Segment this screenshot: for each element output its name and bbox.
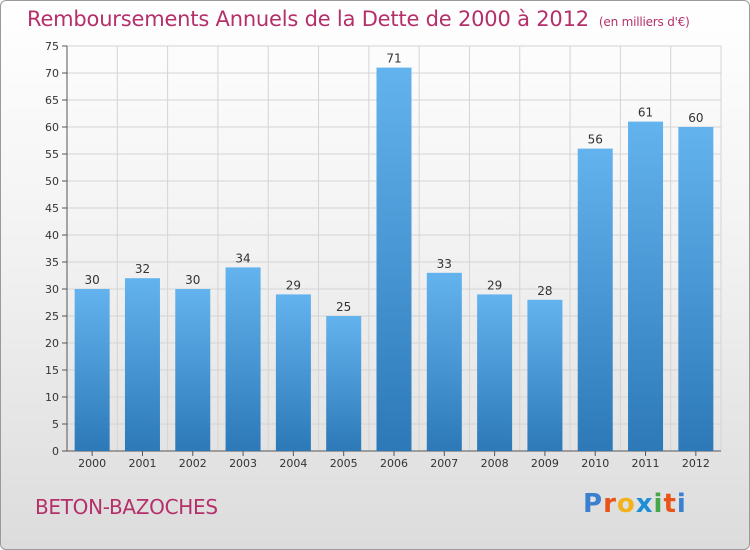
title-unit: (en milliers d'€): [598, 15, 690, 29]
logo-letter: x: [635, 489, 654, 519]
bar: [426, 272, 462, 451]
logo-letter: i: [676, 489, 687, 519]
x-tick-label: 2008: [481, 457, 509, 470]
y-tick-label: 55: [45, 148, 59, 161]
x-tick-label: 2010: [581, 457, 609, 470]
data-label: 60: [688, 111, 703, 125]
y-tick-label: 65: [45, 94, 59, 107]
y-tick-label: 35: [45, 256, 59, 269]
y-tick-label: 20: [45, 337, 59, 350]
bar: [326, 316, 362, 451]
y-tick-label: 25: [45, 310, 59, 323]
bar: [577, 148, 613, 451]
x-tick-label: 2007: [430, 457, 458, 470]
data-label: 25: [336, 300, 351, 314]
bar: [527, 299, 563, 451]
data-label: 34: [235, 251, 250, 265]
data-label: 30: [185, 273, 200, 287]
data-label: 28: [537, 284, 552, 298]
logo-letter: P: [583, 489, 604, 519]
logo-letter: i: [653, 489, 664, 519]
x-tick-label: 2011: [632, 457, 660, 470]
chart-title: Remboursements Annuels de la Dette de 20…: [27, 7, 690, 31]
y-tick-label: 60: [45, 121, 59, 134]
axes: 0 5 10 15 20 25 30 35 40 45 50 55 60 65 70 75: [45, 40, 721, 458]
bar: [275, 294, 311, 451]
x-tick-label: 2009: [531, 457, 559, 470]
y-tick-label: 70: [45, 67, 59, 80]
x-tick-label: 2005: [330, 457, 358, 470]
data-label: 61: [638, 106, 653, 120]
bar: [376, 67, 412, 451]
y-tick-label: 5: [52, 418, 59, 431]
title-text: Remboursements Annuels de la Dette de 20…: [27, 7, 589, 31]
x-tick-label: 2002: [179, 457, 207, 470]
data-label: 33: [437, 257, 452, 271]
y-tick-label: 15: [45, 364, 59, 377]
x-tick-label: 2006: [380, 457, 408, 470]
bar: [225, 267, 261, 451]
bar: [477, 294, 513, 451]
x-tick-label: 2000: [78, 457, 106, 470]
y-tick-label: 30: [45, 283, 59, 296]
y-tick-label: 50: [45, 175, 59, 188]
commune-name: BETON-BAZOCHES: [35, 495, 218, 519]
data-label: 71: [386, 52, 401, 66]
x-tick-label: 2004: [279, 457, 307, 470]
y-tick-label: 0: [52, 445, 59, 458]
proxiti-logo: Proxiti: [583, 489, 687, 519]
logo-letter: t: [663, 489, 677, 519]
bar: [124, 278, 160, 451]
y-tick-label: 45: [45, 202, 59, 215]
y-tick-label: 40: [45, 229, 59, 242]
x-tick-label: 2003: [229, 457, 257, 470]
x-tick-label: 2012: [682, 457, 710, 470]
bar: [74, 289, 110, 451]
logo-letter: r: [603, 489, 617, 519]
labels: 30 2000 32 2001 30 2002 34 2003 29 2004 25 2005 71 20…: [78, 52, 710, 470]
bars: [74, 67, 714, 451]
data-label: 32: [135, 262, 150, 276]
bar: [678, 127, 714, 451]
logo-letter: o: [616, 489, 636, 519]
x-tick-label: 2001: [128, 457, 156, 470]
data-label: 29: [286, 278, 301, 292]
y-tick-label: 75: [45, 40, 59, 53]
bar: [628, 121, 664, 451]
data-label: 56: [588, 133, 603, 147]
data-label: 30: [85, 273, 100, 287]
bar: [175, 289, 211, 451]
data-label: 29: [487, 278, 502, 292]
y-tick-label: 10: [45, 391, 59, 404]
